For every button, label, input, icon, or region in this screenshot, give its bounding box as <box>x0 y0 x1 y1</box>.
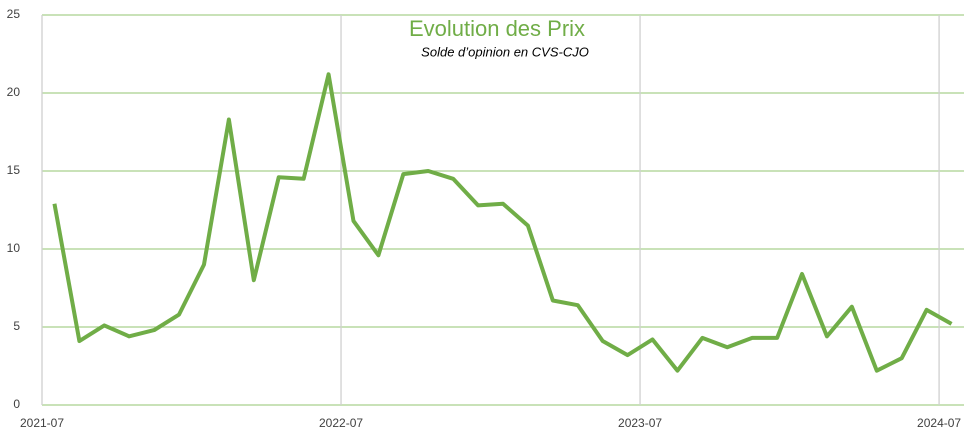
y-tick-label: 5 <box>13 319 20 333</box>
x-tick-label: 2021-07 <box>20 416 64 430</box>
y-tick-label: 25 <box>7 7 21 21</box>
y-tick-label: 10 <box>7 241 21 255</box>
chart-subtitle: Solde d’opinion en CVS-CJO <box>421 44 589 59</box>
y-tick-label: 20 <box>7 85 21 99</box>
x-tick-label: 2022-07 <box>319 416 363 430</box>
x-tick-label: 2024-07 <box>917 416 961 430</box>
y-tick-label: 15 <box>7 163 21 177</box>
y-tick-label: 0 <box>13 397 20 411</box>
data-line <box>52 72 953 373</box>
chart-title: Evolution des Prix <box>409 16 585 41</box>
x-tick-label: 2023-07 <box>618 416 662 430</box>
